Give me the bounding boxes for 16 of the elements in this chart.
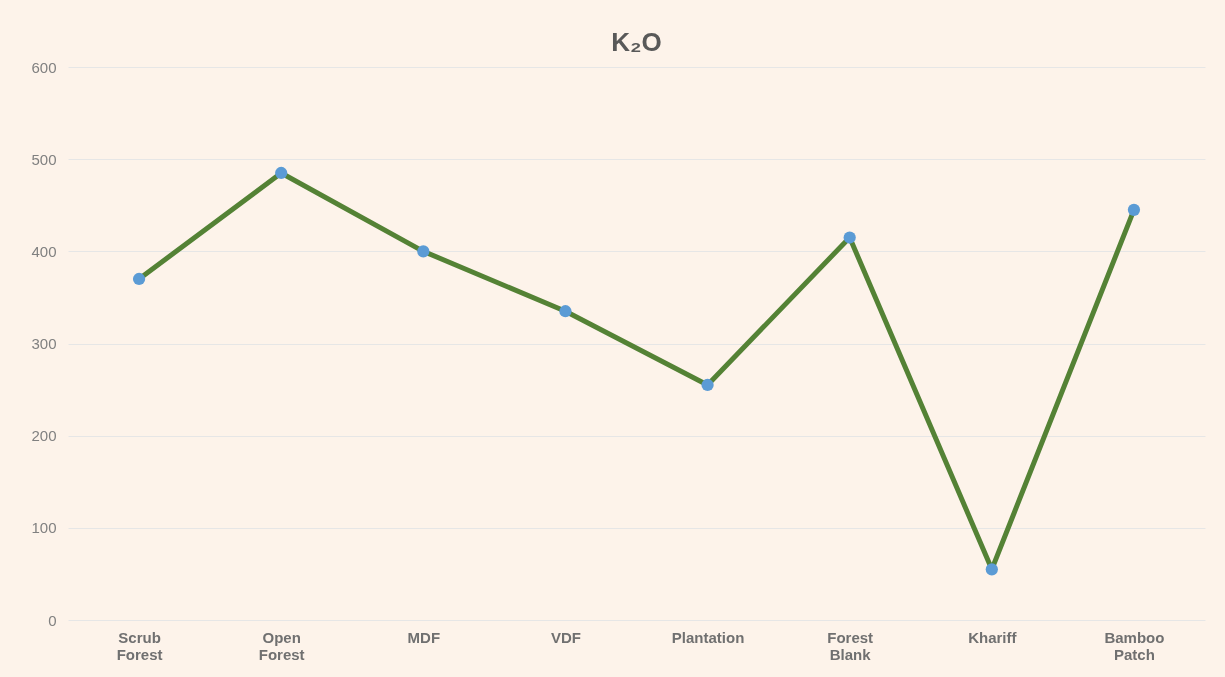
y-tick-label: 500 <box>31 150 57 168</box>
x-tick-label: Open Forest <box>258 628 305 663</box>
y-tick-label: 400 <box>31 242 57 260</box>
x-tick-label: MDF <box>407 628 441 646</box>
x-tick-label: VDF <box>550 628 581 646</box>
x-tick-label: Forest Blank <box>827 628 874 663</box>
y-tick-label: 200 <box>31 427 57 445</box>
y-tick-label: 100 <box>31 519 57 537</box>
y-tick-label: 600 <box>31 58 57 76</box>
y-tick-label: 0 <box>48 611 57 629</box>
x-tick-label: Bamboo Patch <box>1104 628 1165 663</box>
x-tick-label: Khariff <box>968 628 1018 646</box>
y-tick-label: 300 <box>31 335 57 352</box>
chart-title: K₂O <box>611 27 662 57</box>
x-tick-label: Scrub Forest <box>116 628 163 663</box>
x-tick-label: Plantation <box>671 628 745 646</box>
